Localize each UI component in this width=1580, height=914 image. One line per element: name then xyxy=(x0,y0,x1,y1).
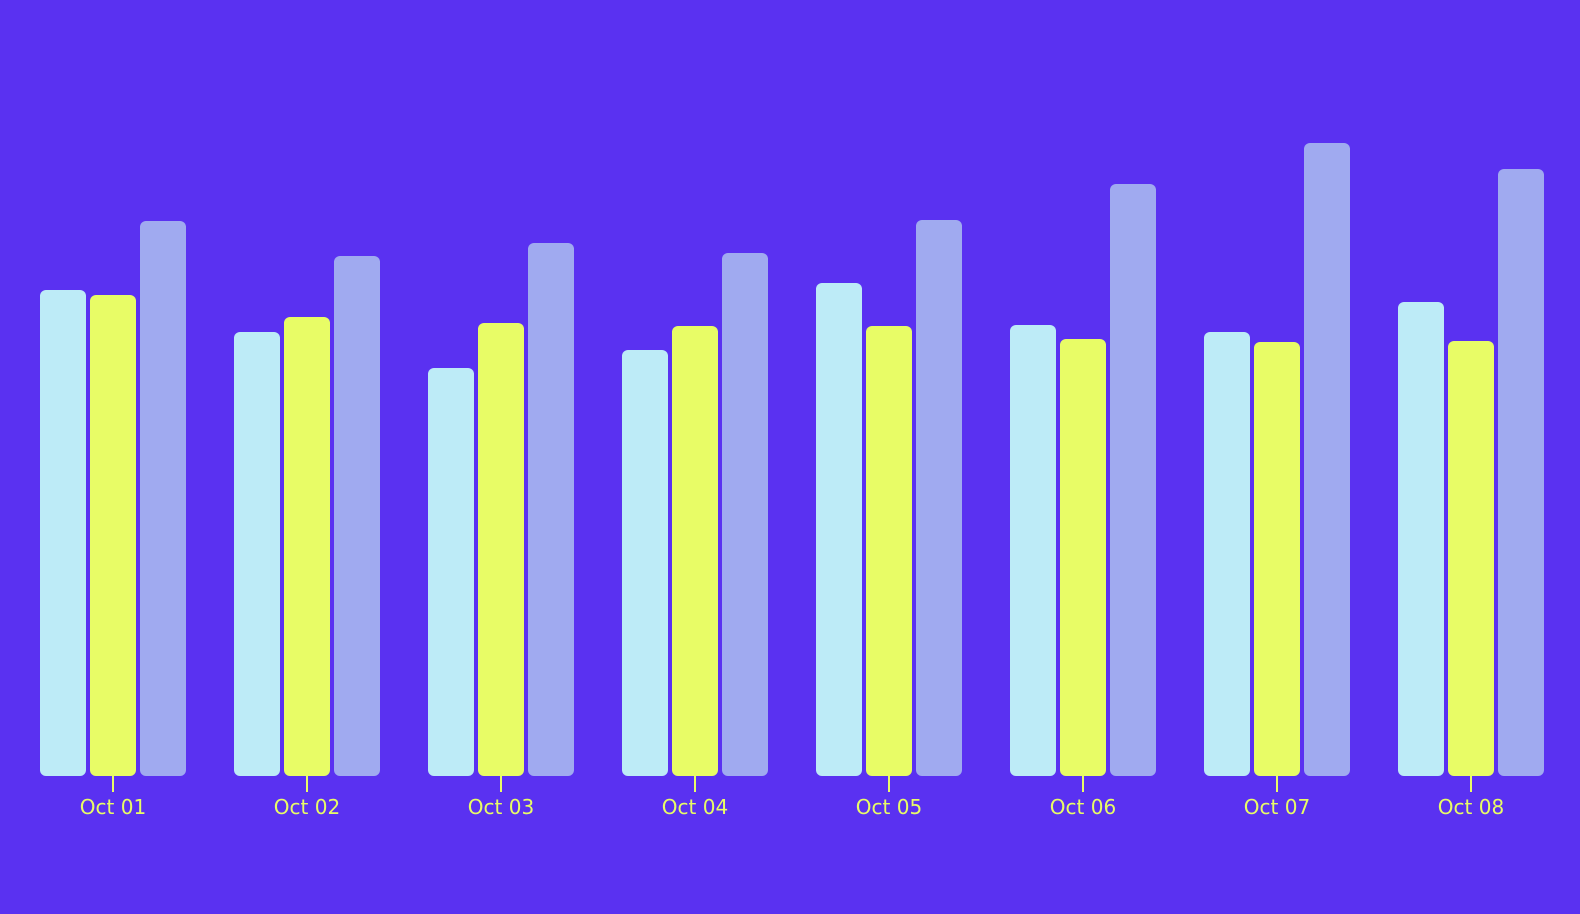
bar xyxy=(90,295,136,776)
bar-group xyxy=(816,220,962,776)
x-tick-label: Oct 02 xyxy=(274,795,340,819)
bars-layer xyxy=(40,143,1544,776)
bar xyxy=(40,290,86,776)
x-tick-label: Oct 01 xyxy=(80,795,146,819)
bar-group xyxy=(622,253,768,776)
bar xyxy=(1204,332,1250,776)
bar xyxy=(140,221,186,776)
bar xyxy=(334,256,380,776)
bar xyxy=(1304,143,1350,776)
bar xyxy=(428,368,474,776)
bar xyxy=(1254,342,1300,776)
bar-group xyxy=(428,243,574,776)
bar xyxy=(528,243,574,776)
bar xyxy=(622,350,668,776)
x-axis-ticks xyxy=(112,776,1472,792)
bar xyxy=(816,283,862,776)
bar-group xyxy=(234,256,380,776)
bar-group xyxy=(1010,184,1156,776)
x-tick-label: Oct 06 xyxy=(1050,795,1116,819)
x-tick-label: Oct 03 xyxy=(468,795,534,819)
bar xyxy=(722,253,768,776)
x-tick-label: Oct 07 xyxy=(1244,795,1310,819)
bar xyxy=(478,323,524,776)
bar xyxy=(1110,184,1156,776)
x-axis-labels: Oct 01 Oct 02 Oct 03 Oct 04 Oct 05 Oct 06 Oct … xyxy=(80,795,1504,819)
bar-group xyxy=(40,221,186,776)
bar xyxy=(672,326,718,776)
bar xyxy=(1060,339,1106,776)
x-tick-label: Oct 05 xyxy=(856,795,922,819)
bar xyxy=(1498,169,1544,776)
bar xyxy=(1448,341,1494,776)
x-tick-label: Oct 08 xyxy=(1438,795,1504,819)
bar-group xyxy=(1204,143,1350,776)
bar xyxy=(284,317,330,776)
bar xyxy=(1010,325,1056,776)
bar xyxy=(866,326,912,776)
bar-group xyxy=(1398,169,1544,776)
x-tick-label: Oct 04 xyxy=(662,795,728,819)
bar xyxy=(1398,302,1444,776)
bar xyxy=(234,332,280,776)
bar xyxy=(916,220,962,776)
